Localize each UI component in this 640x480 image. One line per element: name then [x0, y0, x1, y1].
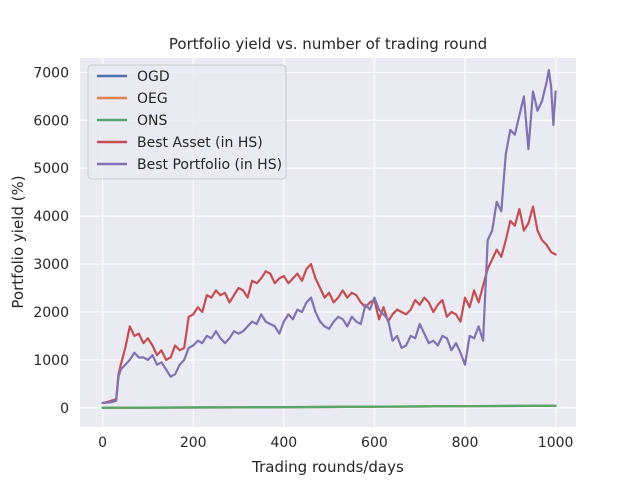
series-layer — [101, 68, 557, 409]
series-line-best-asset-in-hs — [101, 205, 557, 405]
x-axis-title: Trading rounds/days — [251, 458, 404, 476]
y-axis-title: Portfolio yield (%) — [9, 175, 27, 308]
x-tick-label: 200 — [180, 435, 207, 451]
legend: OGD OEG ONS Best Asset (in HS) Best Portfoli… — [87, 64, 287, 180]
y-tick-label: 4000 — [33, 209, 69, 225]
x-tick-label: 600 — [361, 435, 388, 451]
y-tick-label: 6000 — [33, 113, 69, 129]
y-tick-label: 2000 — [33, 305, 69, 321]
legend-box — [87, 64, 287, 180]
y-tick-label: 3000 — [33, 257, 69, 273]
y-tick-label: 7000 — [33, 65, 69, 81]
series-line-ons — [101, 404, 557, 409]
x-tick-label: 0 — [98, 435, 107, 451]
x-tick-label: 800 — [452, 435, 479, 451]
legend-label-oeg: OEG — [137, 91, 168, 107]
x-tick-label: 1000 — [538, 435, 574, 451]
tick-labels: 0 200 400 600 800 1000 0 1000 2000 3000 4000 5000 60… — [33, 65, 573, 451]
y-tick-label: 5000 — [33, 161, 69, 177]
legend-label-ons: ONS — [137, 113, 167, 129]
x-tick-label: 400 — [270, 435, 297, 451]
chart-title: Portfolio yield vs. number of trading ro… — [169, 35, 487, 53]
legend-label-best-portfolio-in-hs: Best Portfolio (in HS) — [137, 157, 282, 173]
legend-label-best-asset-in-hs: Best Asset (in HS) — [137, 135, 263, 151]
legend-label-ogd: OGD — [137, 69, 170, 85]
y-tick-label: 0 — [60, 401, 69, 417]
series-line-best-portfolio-in-hs — [101, 68, 557, 405]
y-tick-label: 1000 — [33, 353, 69, 369]
